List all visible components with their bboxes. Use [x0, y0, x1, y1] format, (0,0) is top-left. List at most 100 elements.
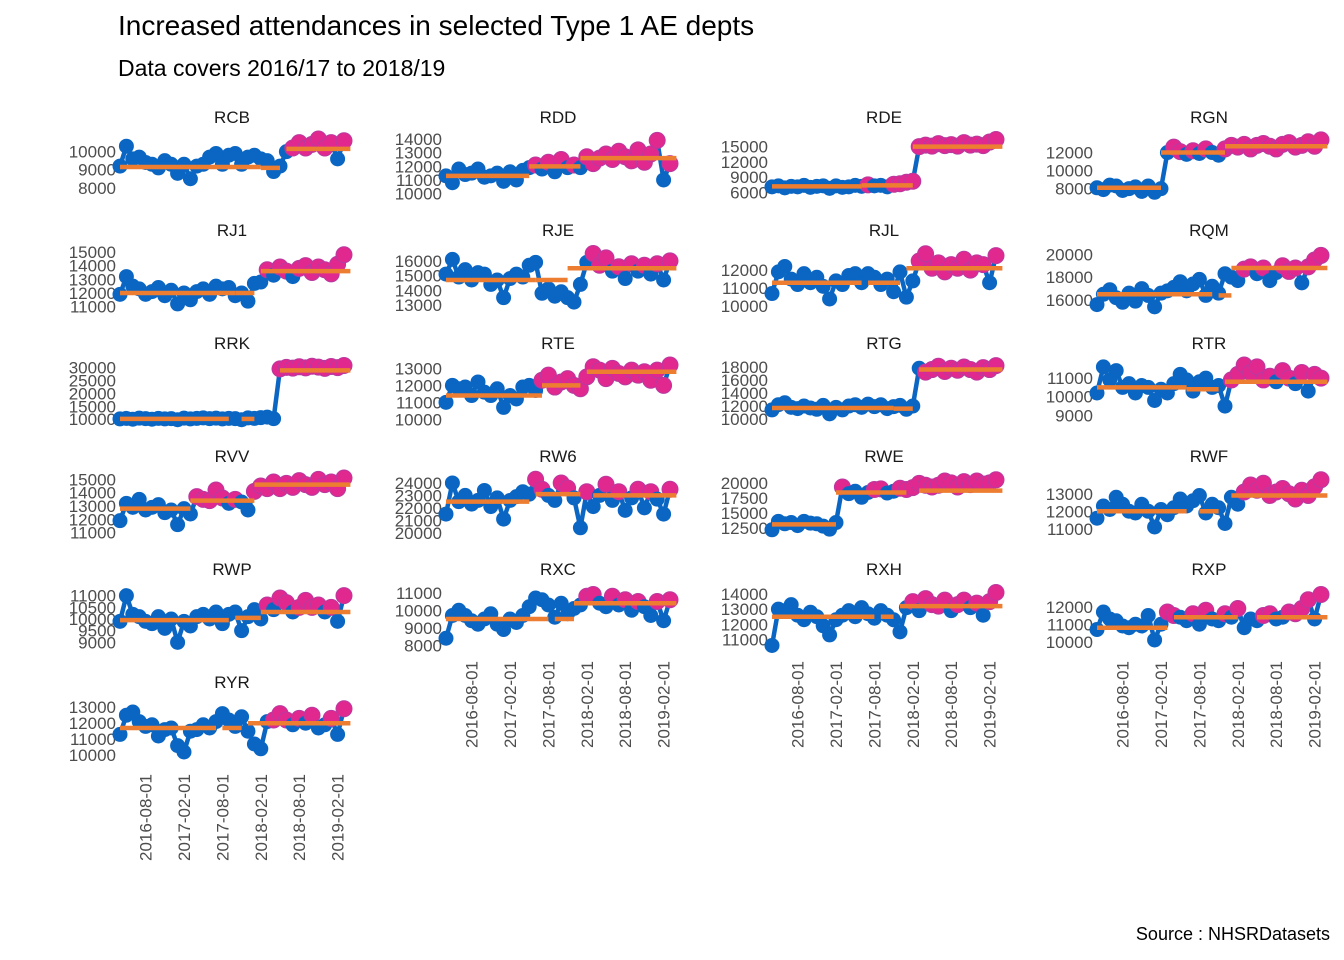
x-tick-label: 2017-08-01 — [865, 661, 884, 748]
x-tick-label: 2017-08-01 — [539, 661, 558, 748]
data-point — [1300, 383, 1316, 399]
data-point — [170, 634, 186, 650]
y-tick-label: 18000 — [1046, 268, 1093, 287]
data-point — [496, 511, 512, 527]
data-point — [240, 723, 256, 739]
highlighted-point — [335, 700, 353, 718]
data-point — [656, 506, 672, 522]
data-point — [444, 251, 460, 267]
data-point — [898, 289, 914, 305]
data-point — [170, 517, 186, 533]
y-tick-label: 14000 — [395, 281, 442, 300]
facet-label: RTE — [541, 334, 575, 353]
data-point — [330, 726, 346, 742]
highlighted-point — [597, 249, 615, 267]
y-tick-label: 11000 — [1047, 520, 1093, 539]
data-point — [764, 286, 780, 302]
facet-label: RQM — [1189, 221, 1229, 240]
y-tick-label: 8000 — [78, 179, 116, 198]
highlighted-point — [648, 131, 666, 149]
y-tick-label: 9500 — [78, 622, 116, 641]
x-tick-label: 2017-02-01 — [827, 661, 846, 748]
facet-label: RCB — [214, 108, 250, 127]
y-tick-label: 8000 — [1055, 180, 1093, 199]
data-point — [982, 275, 998, 291]
data-point — [476, 482, 492, 498]
data-point — [118, 588, 134, 604]
y-tick-label: 20000 — [721, 474, 768, 493]
y-tick-label: 13000 — [69, 497, 116, 516]
x-tick-label: 2019-02-01 — [981, 661, 1000, 748]
data-point — [905, 273, 921, 289]
data-point — [975, 607, 991, 623]
highlighted-point — [987, 247, 1005, 265]
y-tick-label: 10000 — [395, 185, 442, 204]
data-point — [444, 475, 460, 491]
data-point — [656, 172, 672, 188]
y-tick-label: 9000 — [1055, 406, 1093, 425]
y-tick-label: 13000 — [1046, 485, 1093, 504]
y-tick-label: 9000 — [730, 168, 768, 187]
data-point — [585, 499, 601, 515]
y-tick-label: 6000 — [730, 183, 768, 202]
y-tick-label: 10000 — [69, 610, 116, 629]
facet-label: RXH — [866, 560, 902, 579]
data-point — [617, 271, 633, 287]
x-tick-label: 2018-02-01 — [252, 774, 271, 861]
y-tick-label: 9000 — [78, 161, 116, 180]
chart-caption: Source : NHSRDatasets — [1135, 924, 1330, 944]
facet-label: RDE — [866, 108, 902, 127]
facet-label: RVV — [215, 447, 250, 466]
data-point — [1217, 516, 1233, 531]
data-point — [822, 627, 838, 643]
y-tick-label: 10000 — [69, 746, 116, 765]
y-tick-label: 20000 — [69, 384, 116, 403]
y-tick-label: 10000 — [1046, 633, 1093, 652]
y-tick-label: 15000 — [69, 243, 116, 262]
data-point — [330, 151, 346, 167]
highlighted-point — [1229, 600, 1247, 617]
panel-rqm: RQM 16000 18000 20000 — [1046, 221, 1330, 315]
facet-label: RGN — [1190, 108, 1228, 127]
y-tick-label: 11000 — [70, 298, 116, 317]
y-tick-label: 16000 — [1046, 291, 1093, 310]
y-tick-label: 9000 — [78, 633, 116, 652]
data-point — [656, 272, 672, 288]
y-tick-label: 11000 — [1047, 369, 1093, 388]
y-tick-label: 13000 — [69, 270, 116, 289]
y-tick-label: 12500 — [721, 519, 768, 538]
y-tick-label: 11000 — [396, 584, 442, 603]
y-tick-label: 25000 — [69, 371, 116, 390]
y-tick-label: 10000 — [69, 143, 116, 162]
x-tick-label: 2017-08-01 — [213, 774, 232, 861]
data-point — [1147, 632, 1163, 648]
facet-label: RWP — [212, 560, 251, 579]
y-tick-label: 10500 — [69, 598, 116, 617]
y-tick-label: 12000 — [69, 510, 116, 529]
highlighted-point — [335, 587, 353, 605]
data-point — [234, 709, 250, 725]
facet-label: RJL — [869, 221, 899, 240]
y-tick-label: 11000 — [722, 279, 768, 298]
facet-label: RTG — [866, 334, 902, 353]
data-point — [617, 502, 633, 518]
y-tick-label: 22000 — [395, 499, 442, 518]
data-point — [1147, 519, 1163, 535]
data-point — [643, 608, 659, 623]
facet-label: RWE — [864, 447, 903, 466]
y-tick-label: 12000 — [1046, 144, 1093, 163]
data-point — [905, 398, 921, 414]
y-tick-label: 14000 — [69, 257, 116, 276]
facet-label: RW6 — [539, 447, 576, 466]
y-tick-label: 16000 — [721, 371, 768, 390]
highlighted-point — [335, 132, 353, 150]
y-tick-label: 10000 — [69, 410, 116, 429]
